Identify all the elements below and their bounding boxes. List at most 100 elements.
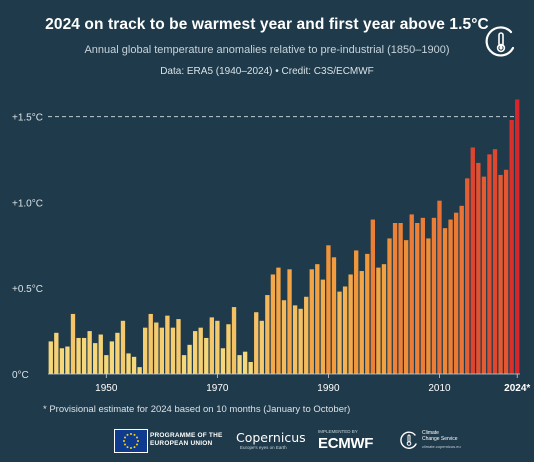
bar: [276, 267, 281, 374]
bar: [259, 320, 264, 374]
bar: [509, 120, 514, 375]
bar: [87, 331, 92, 374]
bar: [287, 269, 292, 374]
bar: [453, 212, 459, 374]
bar: [109, 341, 115, 374]
bar: [237, 355, 242, 374]
bar: [292, 305, 298, 374]
bar-chart: 0°C +0.5°C +1.0°C +1.5°C 1950 1970 1990 2010 202…: [12, 99, 530, 394]
bar: [48, 341, 53, 374]
x-tick-label: 1990: [317, 383, 340, 394]
y-tick-label: +1.0°C: [12, 198, 43, 209]
bar: [431, 217, 437, 374]
c3s-line-2: Change Service: [422, 436, 458, 442]
chart-subtitle: Annual global temperature anomalies rela…: [84, 44, 450, 56]
bar: [131, 356, 137, 374]
bar: [154, 322, 159, 374]
eu-flag-icon: [114, 429, 148, 453]
bar: [404, 240, 409, 374]
bar: [354, 250, 359, 374]
bar: [159, 327, 164, 374]
bar: [187, 344, 192, 374]
bar: [192, 331, 198, 374]
eu-line-2: EUROPEAN UNION: [150, 440, 213, 447]
bar: [81, 337, 87, 374]
bar: [93, 343, 98, 374]
bar: [54, 332, 59, 374]
bar: [337, 291, 342, 374]
bar: [215, 320, 220, 374]
bar: [76, 337, 81, 374]
y-tick-label: 0°C: [12, 370, 29, 381]
bar: [398, 222, 403, 374]
bar: [270, 274, 276, 374]
chart-title: 2024 on track to be warmest year and fir…: [45, 16, 489, 33]
bar: [165, 315, 170, 374]
bar: [476, 162, 481, 374]
bar: [242, 351, 248, 374]
bar: [387, 238, 392, 374]
ecmwf-implemented-by: IMPLEMENTED BY: [318, 429, 358, 434]
bar: [126, 353, 131, 374]
bar: [326, 245, 331, 374]
bar: [176, 319, 181, 374]
bar: [315, 264, 320, 374]
bar: [148, 313, 153, 374]
c3s-text: Climate Change Service: [422, 430, 458, 442]
bar: [465, 178, 470, 374]
bar: [381, 264, 387, 374]
bar: [170, 327, 176, 374]
bar: [420, 217, 425, 374]
bar: [220, 348, 226, 374]
bar: [281, 300, 287, 374]
bar: [137, 367, 142, 374]
c3s-logo-icon: [400, 431, 417, 449]
data-source-credit: Data: ERA5 (1940–2024) • Credit: C3S/ECM…: [160, 66, 374, 77]
bar: [254, 312, 259, 374]
bar: [492, 149, 498, 374]
bar: [481, 176, 487, 374]
bar: [248, 361, 253, 374]
bar: [503, 169, 509, 374]
eu-programme-text: PROGRAMME OF THE EUROPEAN UNION: [150, 432, 223, 448]
bar: [320, 279, 326, 374]
bar: [304, 296, 309, 374]
bar: [359, 271, 364, 374]
bar: [342, 286, 348, 374]
bar: [298, 308, 303, 374]
x-tick-label: 2010: [428, 383, 451, 394]
bar: [409, 214, 414, 374]
y-tick-label: +1.5°C: [12, 113, 43, 124]
bar: [515, 99, 520, 375]
bar: [392, 222, 398, 374]
bar: [448, 219, 453, 374]
bar: [98, 334, 103, 374]
bar: [115, 332, 120, 374]
bar: [59, 348, 65, 374]
bar: [365, 253, 370, 374]
y-tick-label: +0.5°C: [12, 284, 43, 295]
bar: [70, 313, 76, 374]
bar: [376, 267, 381, 374]
c3s-url: climate.copernicus.eu: [422, 444, 461, 449]
footer-logos: PROGRAMME OF THE EUROPEAN UNION Copernic…: [0, 424, 534, 458]
bar: [459, 205, 464, 374]
bar: [65, 346, 70, 374]
bar: [498, 174, 503, 374]
bar: [470, 147, 475, 374]
bar: [437, 200, 442, 374]
bar: [348, 274, 353, 374]
bar: [231, 307, 237, 374]
bar: [487, 154, 492, 374]
bar: [309, 269, 314, 374]
copernicus-c3s-thermometer-icon: [485, 26, 515, 57]
copernicus-tagline: Europe's eyes on Earth: [240, 445, 287, 450]
bar: [181, 355, 187, 374]
c3s-line-1: Climate: [422, 430, 439, 436]
bar: [120, 320, 126, 374]
bar: [209, 317, 214, 374]
x-tick-label: 1970: [206, 383, 229, 394]
bar: [265, 295, 270, 374]
bar: [104, 355, 109, 374]
bar: [226, 324, 231, 374]
